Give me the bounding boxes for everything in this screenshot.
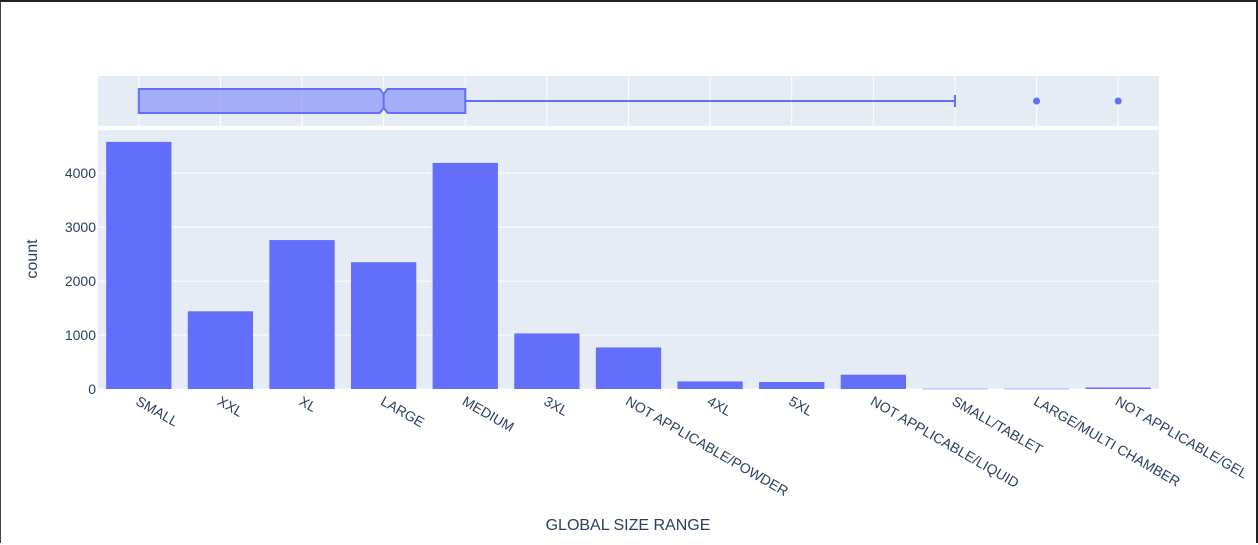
x-tick-label: MEDIUM	[460, 393, 517, 435]
marginal-box-plot[interactable]	[137, 88, 1122, 114]
y-tick-label: 0	[88, 381, 96, 397]
y-tick-label: 1000	[65, 327, 96, 343]
bar[interactable]	[1003, 388, 1070, 390]
x-axis-title: GLOBAL SIZE RANGE	[546, 517, 711, 534]
box-outlier-point[interactable]	[1114, 97, 1122, 105]
bar[interactable]	[922, 388, 988, 390]
x-tick-labels: SMALL XXL XL LARGE MEDIUM 3XL NOT APPLICABLE/P…	[133, 393, 1250, 499]
x-tick-label: SMALL	[133, 393, 181, 430]
box-body[interactable]	[137, 88, 467, 114]
y-tick-label: 2000	[65, 273, 96, 289]
bar[interactable]	[595, 347, 662, 389]
box-outlier-point[interactable]	[1033, 97, 1041, 105]
x-tick-label: NOT APPLICABLE/LIQUID	[868, 393, 1022, 491]
bar[interactable]	[106, 141, 172, 389]
x-tick-label: LARGE	[378, 393, 427, 431]
y-tick-label: 4000	[65, 165, 96, 181]
x-tick-label: 3XL	[541, 393, 571, 419]
bar[interactable]	[1085, 387, 1151, 389]
y-tick-labels: 0 1000 2000 3000 4000	[65, 165, 96, 397]
x-tick-label: 4XL	[705, 393, 735, 419]
bar[interactable]	[269, 240, 335, 389]
bars[interactable]	[106, 141, 1151, 390]
bar[interactable]	[840, 374, 906, 389]
x-tick-label: NOT APPLICABLE/GEL	[1113, 393, 1251, 482]
x-tick-label: LARGE/MULTI CHAMBER	[1031, 393, 1183, 490]
x-tick-label: XXL	[215, 393, 246, 420]
bar[interactable]	[759, 381, 825, 389]
bar[interactable]	[677, 381, 743, 389]
y-tick-label: 3000	[65, 219, 96, 235]
bar[interactable]	[514, 333, 580, 389]
bar[interactable]	[351, 262, 417, 389]
x-tick-label: 5XL	[786, 393, 816, 419]
bar[interactable]	[187, 311, 254, 389]
y-axis-title: count	[24, 239, 41, 279]
x-tick-label: XL	[297, 393, 320, 416]
x-tick-label: NOT APPLICABLE/POWDER	[623, 393, 791, 499]
bar[interactable]	[432, 162, 498, 389]
